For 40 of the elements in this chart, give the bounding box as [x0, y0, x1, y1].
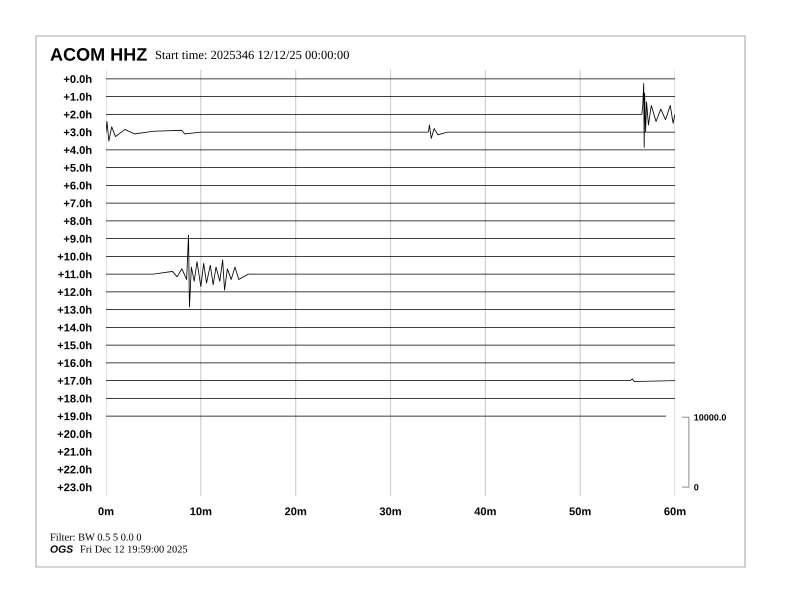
- y-tick-label: +15.0h: [58, 341, 92, 350]
- y2-tick-label: 10000.0: [694, 414, 726, 421]
- text: OGS: [50, 545, 74, 553]
- x-tick-label: 20m: [284, 507, 306, 516]
- y-tick-label: +19.0h: [58, 412, 92, 420]
- y-tick-label: +8.0h: [64, 216, 92, 226]
- y-tick-label: +9.0h: [64, 234, 92, 243]
- x-tick-label: 50m: [569, 507, 591, 516]
- chart-subtitle: Start time: 2025346 12/12/25 00:00:00: [156, 50, 349, 60]
- y-tick-label: +6.0h: [64, 181, 92, 190]
- line-series: [106, 83, 675, 148]
- y-tick-label: +1.0h: [64, 92, 92, 101]
- x-tick-label: 40m: [474, 507, 496, 516]
- y-tick-label: +16.0h: [58, 358, 92, 368]
- chart-title: ACOM HHZ: [50, 48, 147, 61]
- y2-tick-label: 0: [694, 484, 698, 490]
- y-tick-label: +12.0h: [58, 288, 92, 296]
- y-tick-label: +4.0h: [64, 146, 92, 154]
- y-tick-label: +5.0h: [64, 164, 92, 172]
- y-tick-label: +7.0h: [64, 199, 92, 208]
- y-tick-label: +13.0h: [58, 306, 92, 314]
- x-tick-label: 30m: [380, 507, 401, 516]
- y-tick-label: +20.0h: [58, 430, 92, 438]
- line-series: [106, 234, 675, 308]
- y-tick-label: +23.0h: [58, 483, 92, 492]
- x-tick-label: 60m: [664, 507, 686, 516]
- y-tick-label: +3.0h: [64, 128, 92, 136]
- y-tick-label: +2.0h: [64, 110, 92, 119]
- x-tick-label: 10m: [190, 507, 212, 516]
- y-tick-label: +17.0h: [58, 376, 92, 385]
- y-tick-label: +18.0h: [58, 394, 92, 403]
- y-tick-label: +21.0h: [58, 448, 92, 456]
- text: Fri Dec 12 19:59:00 2025: [80, 546, 188, 553]
- y-tick-label: +0.0h: [64, 74, 92, 84]
- x-tick-label: 0m: [98, 507, 114, 516]
- y-tick-label: +14.0h: [58, 323, 92, 332]
- y-tick-label: +10.0h: [58, 252, 92, 261]
- y-tick-label: +11.0h: [58, 270, 92, 278]
- y-tick-label: +22.0h: [58, 465, 92, 474]
- text: Filter: BW 0.5 5 0.0 0: [50, 533, 142, 541]
